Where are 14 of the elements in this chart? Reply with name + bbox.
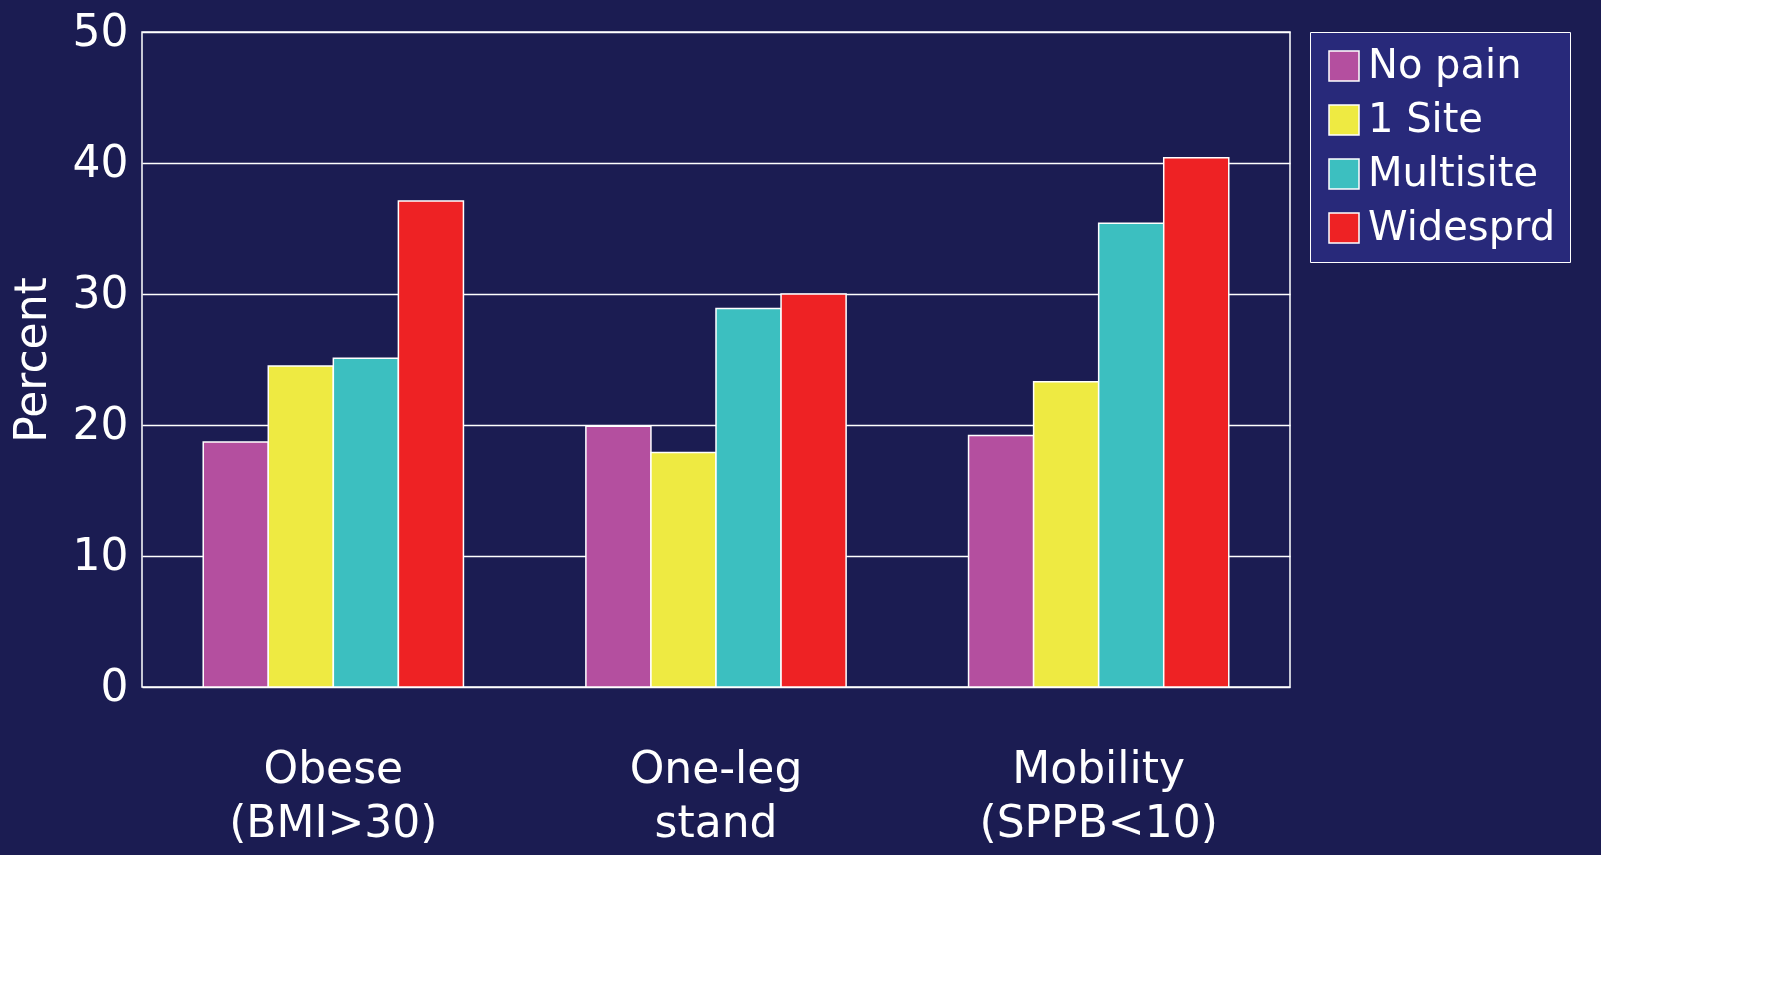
- y-tick-label: 0: [100, 659, 129, 711]
- y-tick-label: 40: [72, 135, 129, 187]
- x-tick-label: One-leg stand: [629, 741, 803, 847]
- x-tick-label: Obese (BMI>30): [229, 741, 438, 847]
- legend-label: Multisite: [1368, 149, 1539, 195]
- y-tick-label: 50: [72, 4, 129, 56]
- legend-label: 1 Site: [1368, 95, 1483, 141]
- y-tick-label: 10: [72, 528, 129, 580]
- x-tick-label: Mobility (SPPB<10): [979, 741, 1218, 847]
- legend-label: Widesprd: [1368, 203, 1556, 249]
- y-axis-title: Percent: [4, 277, 56, 443]
- y-tick-label: 30: [72, 266, 129, 318]
- y-tick-label: 20: [72, 397, 129, 449]
- legend-label: No pain: [1368, 41, 1522, 87]
